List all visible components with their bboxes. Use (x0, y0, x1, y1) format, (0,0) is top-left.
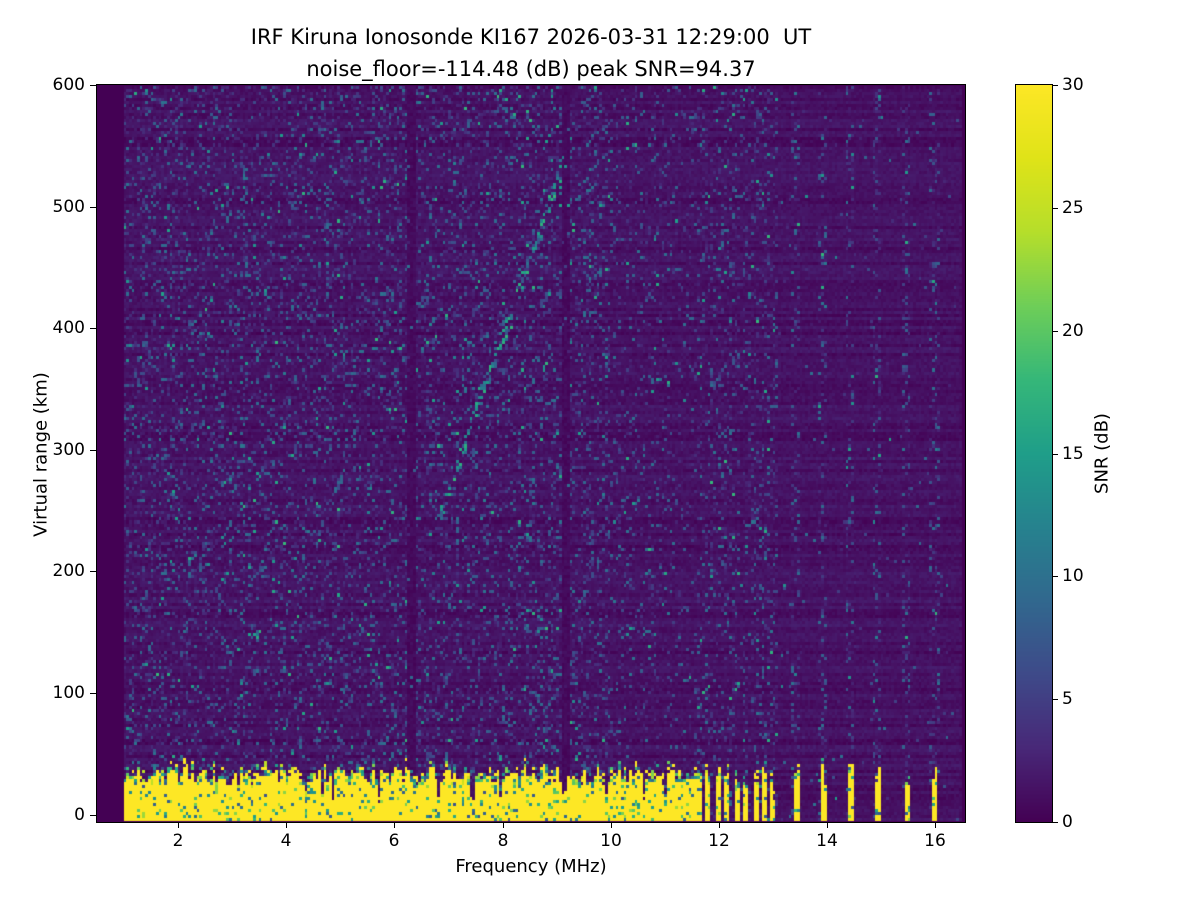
colorbar-tick-mark (1053, 575, 1058, 577)
y-tick-mark (90, 327, 96, 329)
colorbar-tick-mark (1053, 330, 1058, 332)
colorbar-tick-label: 15 (1062, 444, 1084, 464)
ionogram-heatmap-canvas (97, 85, 965, 822)
y-tick-mark (90, 206, 96, 208)
chart-title-line2: noise_floor=-114.48 (dB) peak SNR=94.37 (306, 57, 756, 81)
colorbar-label: SNR (dB) (1091, 413, 1113, 494)
x-tick-mark (934, 823, 936, 828)
colorbar-tick-mark (1053, 84, 1058, 86)
x-tick-label: 4 (280, 831, 292, 851)
y-tick-label: 500 (52, 197, 85, 217)
chart-title: IRF Kiruna Ionosonde KI167 2026-03-31 12… (97, 21, 965, 85)
y-tick-mark (90, 692, 96, 694)
colorbar-tick-mark (1053, 207, 1058, 209)
x-tick-label: 2 (172, 831, 184, 851)
colorbar-tick-label: 25 (1062, 198, 1084, 218)
colorbar-tick-label: 10 (1062, 566, 1084, 586)
x-axis-label: Frequency (MHz) (455, 856, 607, 877)
x-tick-label: 10 (600, 831, 622, 851)
x-tick-label: 8 (497, 831, 509, 851)
x-tick-label: 16 (924, 831, 946, 851)
x-tick-mark (393, 823, 395, 828)
colorbar-tick-label: 30 (1062, 75, 1084, 95)
y-tick-label: 200 (52, 561, 85, 581)
y-tick-mark (90, 814, 96, 816)
y-tick-label: 100 (52, 683, 85, 703)
x-tick-label: 6 (388, 831, 400, 851)
x-tick-mark (285, 823, 287, 828)
x-tick-mark (610, 823, 612, 828)
colorbar-tick-mark (1053, 453, 1058, 455)
y-tick-mark (90, 570, 96, 572)
colorbar-tick-label: 5 (1062, 689, 1073, 709)
x-tick-mark (502, 823, 504, 828)
x-tick-label: 12 (708, 831, 730, 851)
colorbar-gradient-canvas (1016, 85, 1052, 822)
x-tick-mark (718, 823, 720, 828)
colorbar-border (1015, 84, 1053, 823)
colorbar-tick-label: 20 (1062, 321, 1084, 341)
y-tick-mark (90, 449, 96, 451)
x-tick-label: 14 (816, 831, 838, 851)
colorbar-tick-mark (1053, 821, 1058, 823)
x-tick-mark (826, 823, 828, 828)
plot-border (96, 84, 966, 823)
colorbar-tick-label: 0 (1062, 812, 1073, 832)
y-tick-label: 0 (74, 805, 85, 825)
y-tick-label: 600 (52, 75, 85, 95)
y-tick-mark (90, 84, 96, 86)
colorbar-tick-mark (1053, 698, 1058, 700)
x-tick-mark (177, 823, 179, 828)
y-tick-label: 300 (52, 440, 85, 460)
y-tick-label: 400 (52, 318, 85, 338)
chart-title-line1: IRF Kiruna Ionosonde KI167 2026-03-31 12… (250, 25, 812, 49)
